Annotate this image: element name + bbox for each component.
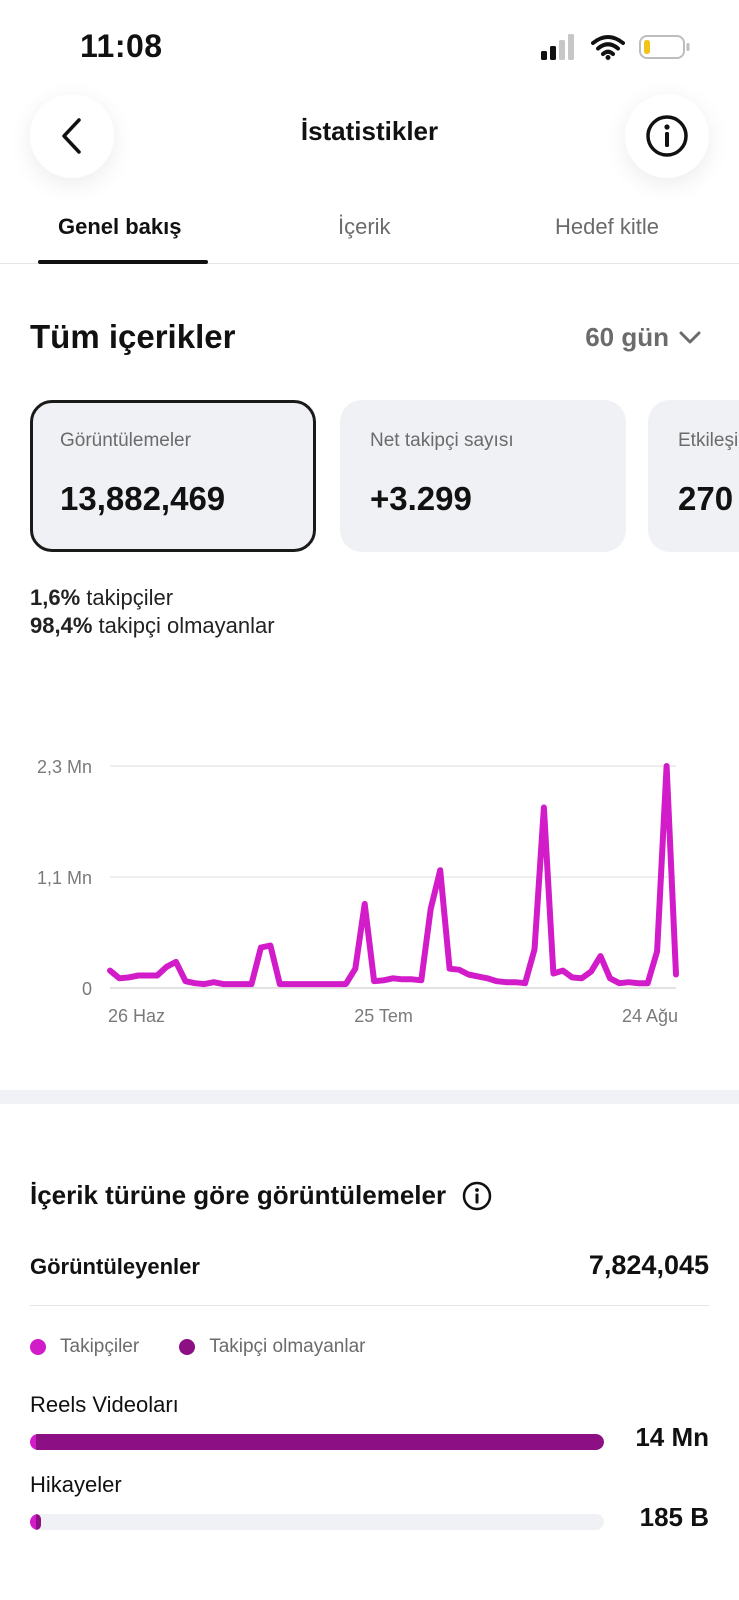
views-series-line [107,763,679,988]
content-type-legend: Takipçiler Takipçi olmayanlar [30,1336,366,1358]
status-icons [541,34,691,60]
active-tab-indicator [38,260,208,264]
bar-fill-non-followers [35,1434,604,1450]
legend-dot [179,1339,196,1355]
bar-label: Reels Videoları [30,1392,179,1417]
metric-card-engagement[interactable]: Etkileşim 270 [648,400,739,552]
views-line-chart: 0 1,1 Mn 2,3 Mn 26 Haz 25 Tem 24 Ağu [37,757,679,1026]
section-title: Tüm içerikler [30,318,236,355]
metric-card-value: +3.299 [370,480,472,517]
metric-card-label: Etkileşim [678,430,739,451]
back-button[interactable] [30,94,114,178]
info-button[interactable] [625,94,709,178]
metric-card-value: 270 [678,480,734,517]
metric-card-views[interactable]: Görüntülemeler 13,882,469 [30,400,316,552]
x-tick-label: 26 Haz [108,1006,165,1026]
x-tick-label: 25 Tem [354,1006,413,1026]
battery-icon [639,35,690,59]
y-tick-label: 1,1 Mn [37,868,92,888]
x-tick-label: 24 Ağu [622,1006,678,1026]
status-time: 11:08 [80,28,163,64]
chevron-down-icon [679,331,701,343]
bar-track [30,1434,604,1450]
audience-split: 1,6% takipçiler 98,4% takipçi olmayanlar [30,584,275,640]
bar-fill-non-followers [35,1514,42,1530]
bar-value: 185 B [639,1502,709,1532]
content-bar-reels[interactable]: Reels Videoları 14 Mn [30,1392,709,1452]
wifi-icon [591,35,625,60]
y-tick-label: 2,3 Mn [37,757,92,777]
y-tick-label: 0 [82,979,92,999]
metric-card-net-followers[interactable]: Net takipçi sayısı +3.299 [340,400,626,552]
bar-value: 14 Mn [635,1422,709,1452]
legend-dot [30,1339,46,1355]
followers-share: 1,6% takipçiler [30,585,174,610]
chevron-left-icon [62,118,81,154]
tab-audience[interactable]: Hedef kitle [555,214,659,239]
content-type-title: İçerik türüne göre görüntülemeler [30,1180,492,1211]
info-icon [646,115,688,157]
metric-card-label: Görüntülemeler [60,430,191,451]
page-title: İstatistikler [300,116,439,146]
viewers-value: 7,824,045 [588,1250,709,1280]
status-bar: 11:08 [0,0,739,90]
content-bar-stories[interactable]: Hikayeler 185 B [30,1472,709,1532]
bar-fill-followers [30,1514,36,1530]
tab-overview[interactable]: Genel bakış [58,214,182,239]
tab-content[interactable]: İçerik [338,214,391,239]
legend-followers: Takipçiler [30,1336,139,1358]
non-followers-share: 98,4% takipçi olmayanlar [30,613,275,638]
section-divider [0,1090,739,1104]
info-icon[interactable] [462,1181,492,1211]
bar-fill-followers [30,1434,36,1450]
content-type-title-text: İçerik türüne göre görüntülemeler [30,1180,447,1210]
bar-track [30,1514,604,1530]
viewers-label: Görüntüleyenler [30,1254,200,1279]
metric-card-label: Net takipçi sayısı [370,430,514,451]
viewers-row: Görüntüleyenler 7,824,045 [30,1250,709,1306]
cellular-signal-icon [541,34,574,60]
legend-non-followers: Takipçi olmayanlar [179,1336,366,1358]
date-range-value: 60 gün [585,322,669,352]
header: İstatistikler [0,90,739,220]
metric-card-value: 13,882,469 [60,480,226,517]
tab-bar: Genel bakış İçerik Hedef kitle [0,196,739,264]
date-range-dropdown[interactable]: 60 gün [585,322,701,353]
metric-cards: Görüntülemeler 13,882,469 Net takipçi sa… [30,400,739,552]
bar-label: Hikayeler [30,1472,122,1497]
